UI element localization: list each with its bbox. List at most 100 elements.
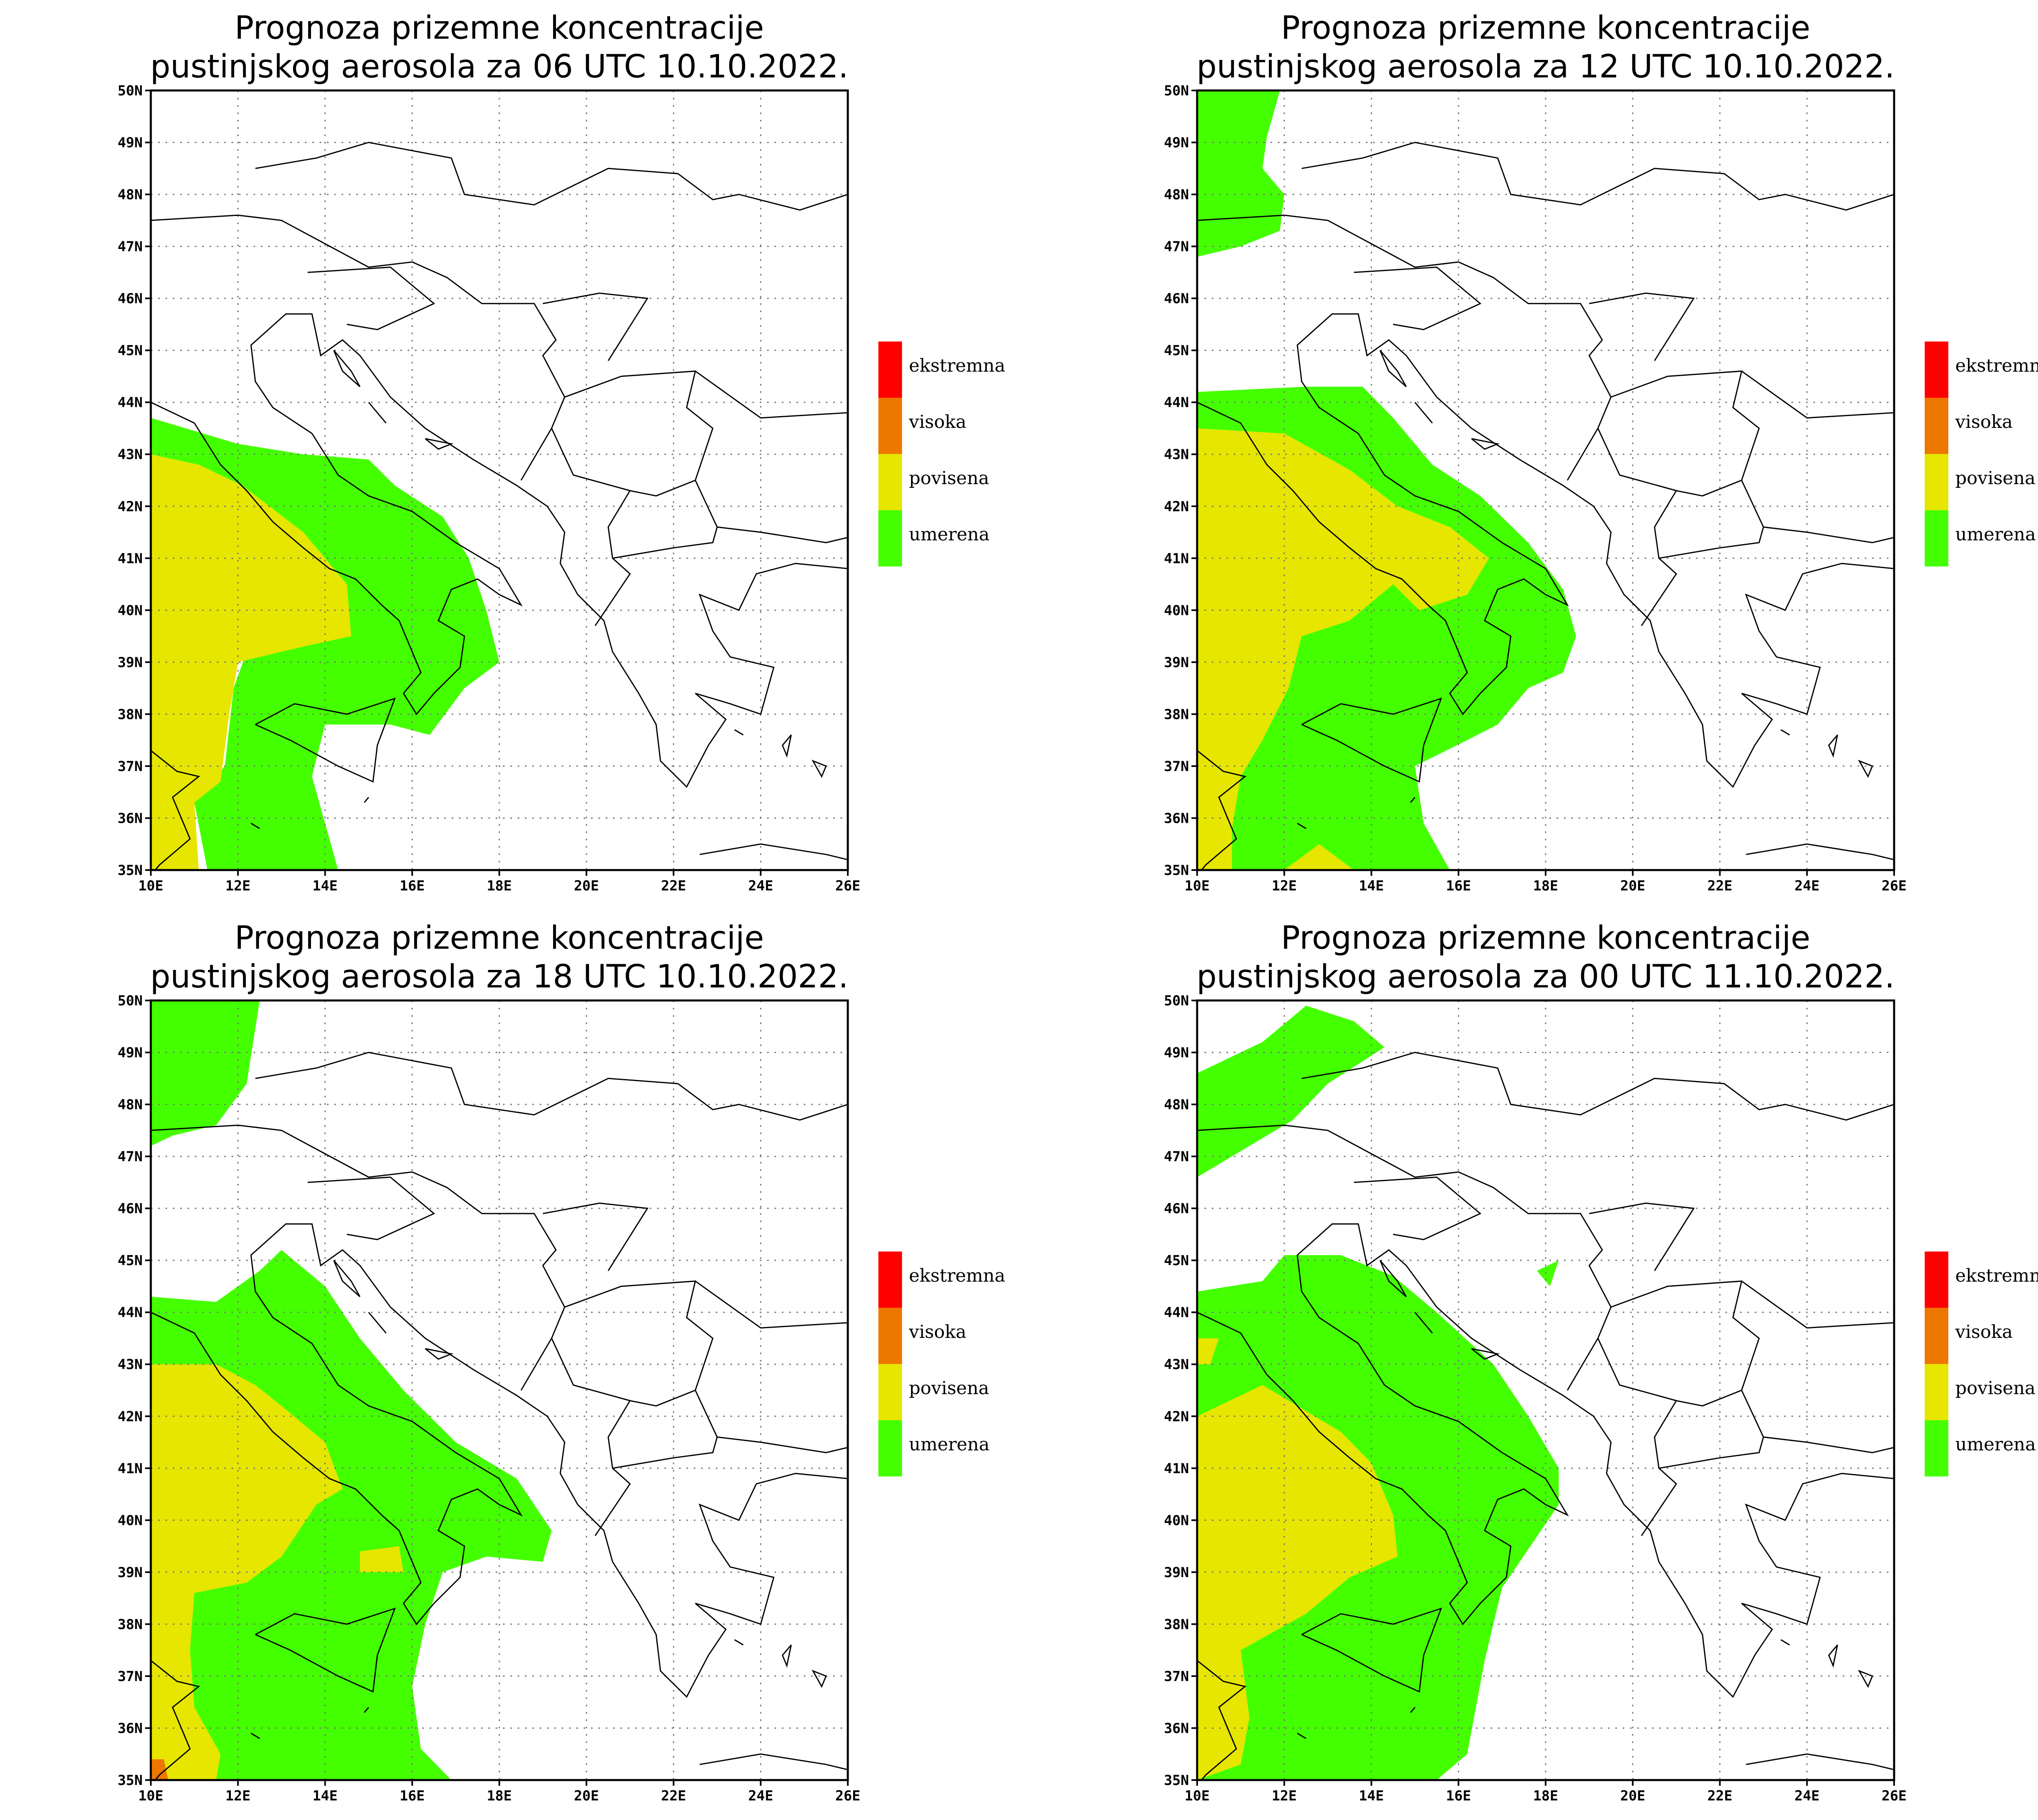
island-outline bbox=[812, 1670, 827, 1688]
map-area bbox=[1197, 90, 1894, 870]
aerosol-zone-umerena bbox=[1537, 1260, 1559, 1287]
country-border bbox=[1741, 370, 1894, 419]
lat-tick-label: 48N bbox=[118, 1097, 143, 1113]
lat-tick-label: 40N bbox=[1164, 1512, 1189, 1529]
legend-swatch-visoka bbox=[1925, 398, 1948, 454]
map-area bbox=[151, 90, 848, 870]
lat-tick-label: 44N bbox=[1164, 1304, 1189, 1321]
lat-tick-label: 47N bbox=[118, 1149, 143, 1165]
lon-tick-label: 16E bbox=[400, 878, 425, 894]
lon-tick-label: 12E bbox=[1272, 1788, 1297, 1804]
panel-title-line2: pustinjskog aerosola za 12 UTC 10.10.202… bbox=[1197, 48, 1895, 85]
island-outline bbox=[1780, 1639, 1790, 1646]
country-border bbox=[564, 370, 714, 626]
aerosol-zone-povisena bbox=[1197, 1385, 1398, 1780]
lat-tick-label: 36N bbox=[1164, 810, 1189, 826]
lon-tick-label: 26E bbox=[1881, 878, 1906, 894]
lat-tick-label: 46N bbox=[118, 1201, 143, 1217]
lat-tick-label: 38N bbox=[118, 1616, 143, 1633]
lon-tick-label: 26E bbox=[835, 1788, 860, 1804]
island-outline bbox=[1410, 1707, 1416, 1713]
coastline bbox=[1197, 1660, 1246, 1780]
lon-tick-label: 10E bbox=[138, 878, 163, 894]
legend-label-visoka: visoka bbox=[1955, 1322, 2013, 1342]
legend-label-ekstremna: ekstremna bbox=[909, 355, 1005, 376]
aerosol-zone-povisena bbox=[1197, 428, 1489, 870]
aerosol-zone-visoka bbox=[151, 1759, 168, 1780]
legend-label-umerena: umerena bbox=[1955, 524, 2036, 545]
lat-tick-label: 39N bbox=[1164, 1564, 1189, 1581]
legend-label-ekstremna: ekstremna bbox=[1955, 1265, 2038, 1286]
legend-label-povisena: povisena bbox=[909, 1378, 989, 1399]
country-border bbox=[1741, 480, 1894, 544]
lon-tick-label: 12E bbox=[1272, 878, 1297, 894]
lon-tick-label: 24E bbox=[1795, 878, 1820, 894]
aerosol-zone-povisena bbox=[1197, 1338, 1219, 1364]
lon-tick-label: 18E bbox=[1533, 878, 1558, 894]
lat-tick-label: 40N bbox=[118, 602, 143, 619]
lon-tick-label: 26E bbox=[1881, 1788, 1906, 1804]
country-border bbox=[612, 1437, 718, 1469]
country-border bbox=[1610, 1280, 1760, 1536]
island-outline bbox=[1297, 822, 1306, 829]
country-border bbox=[1741, 1390, 1894, 1454]
country-border bbox=[695, 370, 848, 419]
country-border bbox=[1597, 1338, 1676, 1401]
concentration-legend: ekstremna visoka povisena umerena bbox=[878, 1252, 1005, 1476]
lat-tick-label: 35N bbox=[118, 1772, 143, 1789]
lon-tick-label: 20E bbox=[574, 878, 599, 894]
lat-tick-label: 37N bbox=[1164, 1668, 1189, 1685]
lat-tick-label: 46N bbox=[1164, 291, 1189, 307]
forecast-panel-06utc: Prognoza prizemne koncentracije pustinjsk… bbox=[0, 0, 1046, 910]
lat-tick-label: 39N bbox=[118, 654, 143, 671]
lat-tick-label: 45N bbox=[118, 1253, 143, 1269]
lat-tick-label: 38N bbox=[1164, 1616, 1189, 1633]
lat-tick-label: 49N bbox=[118, 135, 143, 151]
country-border bbox=[255, 141, 848, 211]
lat-tick-label: 35N bbox=[1164, 862, 1189, 879]
legend-label-umerena: umerena bbox=[909, 524, 990, 545]
legend-label-visoka: visoka bbox=[909, 412, 966, 432]
legend-label-visoka: visoka bbox=[1955, 412, 2013, 432]
lat-tick-label: 45N bbox=[118, 343, 143, 359]
lon-tick-label: 24E bbox=[748, 1788, 773, 1804]
legend-swatch-ekstremna bbox=[1925, 342, 1948, 398]
aerosol-zone-umerena bbox=[1197, 1005, 1385, 1177]
coastline bbox=[699, 843, 848, 860]
lat-tick-label: 44N bbox=[118, 394, 143, 411]
lon-tick-label: 24E bbox=[1795, 1788, 1820, 1804]
lat-tick-label: 45N bbox=[1164, 1253, 1189, 1269]
legend-label-povisena: povisena bbox=[1955, 1378, 2036, 1399]
aerosol-zone-umerena bbox=[151, 1250, 552, 1780]
lon-tick-label: 12E bbox=[225, 878, 250, 894]
concentration-legend: ekstremna visoka povisena umerena bbox=[1925, 342, 2038, 566]
lon-tick-label: 22E bbox=[661, 878, 686, 894]
lat-tick-label: 43N bbox=[118, 1357, 143, 1373]
lat-tick-label: 48N bbox=[1164, 187, 1189, 203]
lat-tick-label: 43N bbox=[1164, 447, 1189, 463]
legend-swatch-povisena bbox=[1925, 454, 1948, 510]
concentration-legend: ekstremna visoka povisena umerena bbox=[878, 342, 1005, 566]
island-outline bbox=[364, 1707, 369, 1713]
coastline bbox=[1746, 843, 1894, 860]
island-outline bbox=[368, 402, 387, 424]
lon-tick-label: 18E bbox=[487, 1788, 512, 1804]
lat-tick-label: 36N bbox=[118, 1720, 143, 1736]
lat-tick-label: 41N bbox=[118, 551, 143, 567]
lat-tick-label: 50N bbox=[118, 993, 143, 1009]
country-border bbox=[255, 1051, 848, 1121]
country-border bbox=[695, 480, 848, 544]
legend-swatch-visoka bbox=[1925, 1308, 1948, 1364]
legend-swatch-ekstremna bbox=[878, 1252, 902, 1308]
legend-label-povisena: povisena bbox=[909, 468, 989, 489]
lat-tick-label: 42N bbox=[118, 1408, 143, 1425]
lat-tick-label: 49N bbox=[1164, 1045, 1189, 1061]
map-canvas: Prognoza prizemne koncentracijepustinjsk… bbox=[118, 10, 1006, 894]
country-border bbox=[1301, 1051, 1894, 1121]
country-border bbox=[1301, 141, 1894, 211]
country-border bbox=[1354, 267, 1482, 331]
legend-swatch-umerena bbox=[1925, 1420, 1948, 1476]
country-border bbox=[307, 1177, 435, 1241]
lat-tick-label: 39N bbox=[118, 1564, 143, 1581]
island-outline bbox=[333, 350, 361, 388]
